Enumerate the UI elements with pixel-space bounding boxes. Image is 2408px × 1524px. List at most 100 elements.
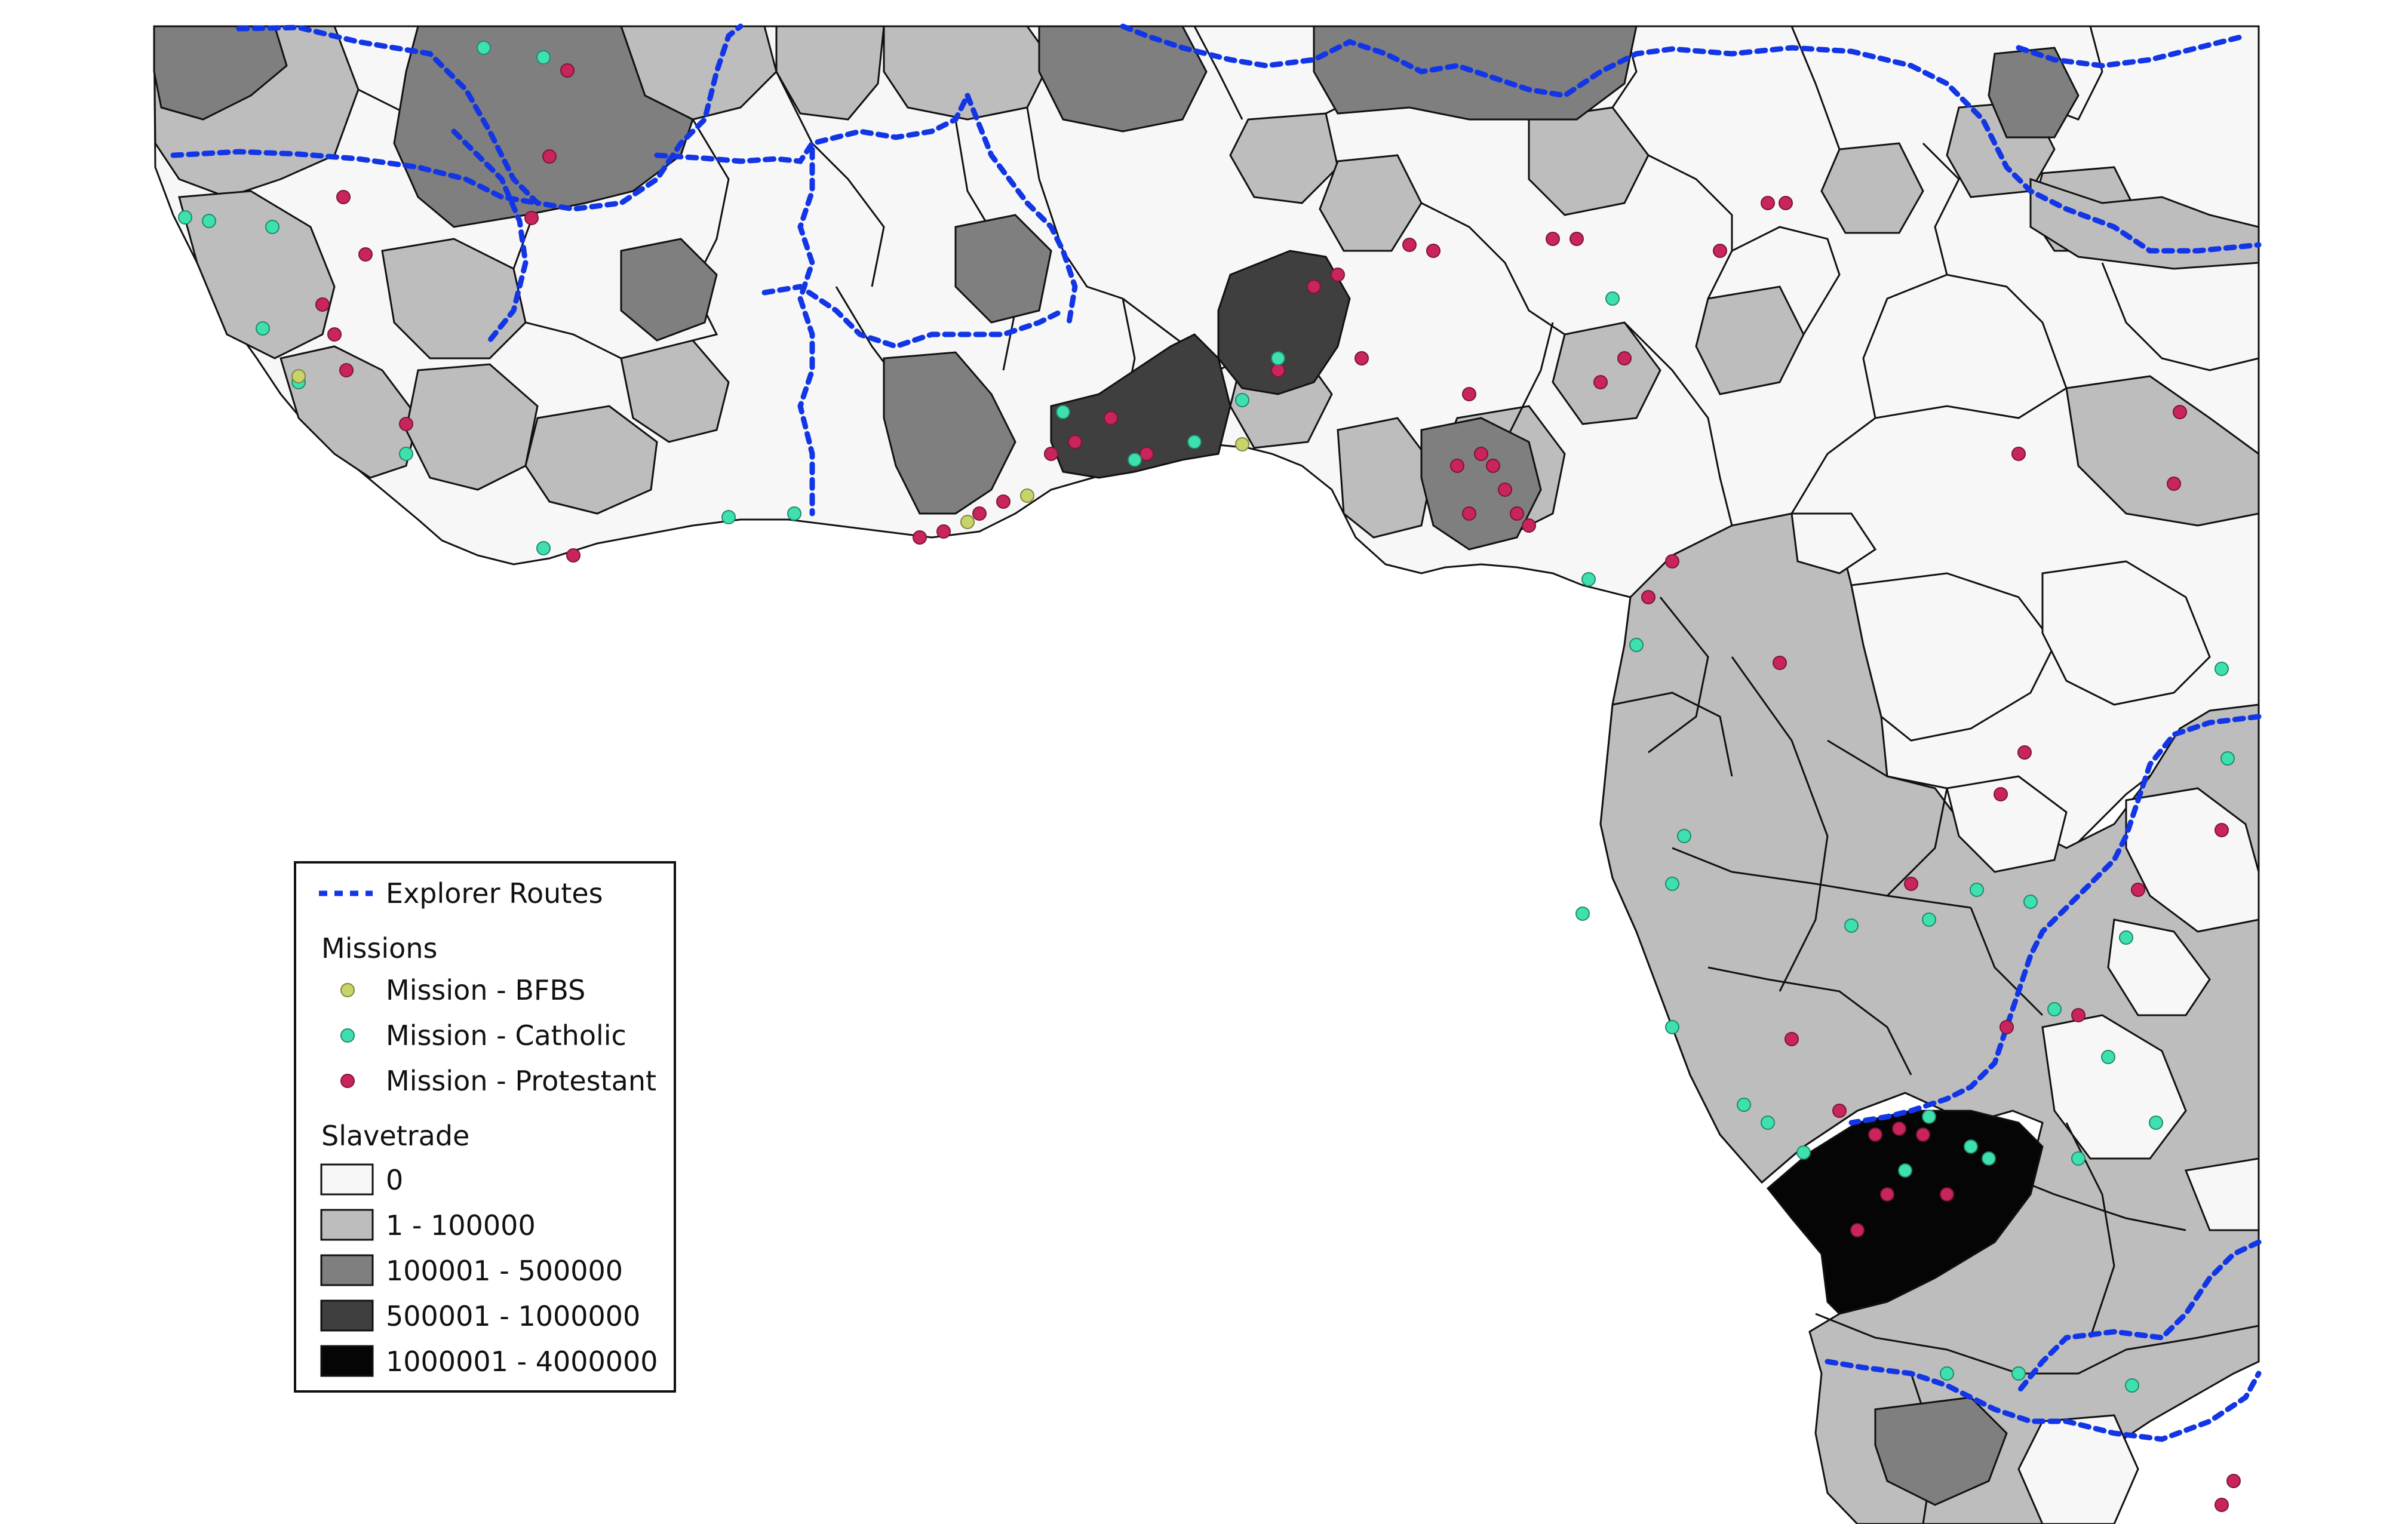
region (1790, 512, 1877, 574)
mission-protestant-marker (1546, 232, 1560, 246)
route-line (761, 284, 1066, 349)
mission-protestant-marker (1916, 1127, 1930, 1142)
mission-catholic-marker (1922, 912, 1936, 927)
mission-catholic-marker (2149, 1116, 2163, 1130)
route-line (236, 23, 744, 212)
mission-catholic-marker (2047, 1002, 2062, 1016)
mission-protestant-marker (2226, 1474, 2241, 1488)
mission-catholic-marker (1575, 907, 1590, 921)
region (405, 363, 539, 491)
legend-missions-title: Missions (321, 932, 437, 964)
mission-catholic-marker (1235, 393, 1249, 407)
mission-protestant-marker (2214, 823, 2229, 837)
legend-catholic-label: Mission - Catholic (386, 1019, 626, 1052)
mission-catholic-marker (202, 214, 216, 228)
mission-protestant-marker (1892, 1122, 1906, 1136)
mission-catholic-marker (1271, 351, 1285, 365)
mission-bfbs-marker (291, 369, 306, 383)
mission-protestant-marker (1104, 411, 1118, 425)
mission-catholic-marker (1844, 918, 1859, 933)
mission-protestant-marker (1462, 387, 1476, 401)
border (1612, 692, 1733, 777)
mission-catholic-marker (1922, 1110, 1936, 1124)
legend-bfbs-swatch (340, 983, 355, 997)
mission-catholic-marker (477, 41, 491, 55)
mission-catholic-marker (2125, 1378, 2139, 1393)
mission-catholic-marker (1665, 1020, 1679, 1034)
border (2101, 262, 2259, 371)
border (1421, 202, 1565, 336)
mission-protestant-marker (1617, 351, 1632, 365)
mission-protestant-marker (1761, 196, 1775, 210)
legend-class-0-label: 0 (386, 1164, 403, 1196)
mission-catholic-marker (787, 506, 801, 521)
region (524, 405, 658, 515)
border (1790, 387, 2067, 514)
legend-class-2-label: 100001 - 500000 (386, 1255, 623, 1287)
mission-protestant-marker (339, 363, 354, 377)
mission-protestant-marker (1498, 483, 1512, 497)
mission-catholic-marker (536, 50, 551, 64)
mission-protestant-marker (1307, 279, 1321, 294)
mission-catholic-marker (1898, 1163, 1912, 1178)
route-line (797, 146, 815, 517)
mission-catholic-marker (1665, 877, 1679, 891)
border (1886, 788, 1948, 897)
mission-protestant-marker (542, 149, 557, 164)
mission-catholic-marker (265, 220, 280, 234)
border (1731, 656, 1829, 992)
border (775, 71, 885, 287)
mission-protestant-marker (1402, 238, 1417, 252)
mission-protestant-marker (1784, 1032, 1799, 1046)
border (525, 321, 622, 360)
mission-protestant-marker (1044, 447, 1058, 461)
legend-class-1-swatch (320, 1209, 374, 1241)
region (1946, 775, 2068, 873)
border (1707, 226, 1841, 335)
region (2184, 1157, 2260, 1231)
mission-protestant-marker (1994, 787, 2008, 801)
mission-protestant-marker (560, 63, 575, 78)
legend-protestant-swatch (340, 1074, 355, 1088)
region (178, 190, 336, 360)
mission-protestant-marker (358, 247, 373, 262)
mission-protestant-marker (1641, 590, 1656, 604)
mission-protestant-marker (1868, 1127, 1882, 1142)
regions-class-0-inset (1790, 512, 2260, 1524)
mission-catholic-marker (1581, 572, 1596, 586)
mission-bfbs-marker (960, 515, 975, 529)
mission-protestant-marker (1354, 351, 1369, 365)
region (1050, 333, 1231, 479)
mission-protestant-marker (1832, 1104, 1847, 1118)
region (620, 238, 718, 342)
border (1790, 26, 1841, 150)
mission-protestant-marker (2000, 1020, 2014, 1034)
mission-catholic-marker (2101, 1050, 2115, 1064)
mission-catholic-marker (2023, 895, 2038, 909)
border (1815, 1313, 2259, 1375)
mission-protestant-marker (1510, 506, 1524, 521)
border (1648, 154, 1733, 251)
route-line (654, 93, 970, 164)
mission-protestant-marker (1486, 459, 1500, 473)
mission-protestant-marker (972, 506, 987, 521)
route-line (1825, 1359, 2262, 1442)
legend-slavetrade-title: Slavetrade (321, 1120, 469, 1152)
mission-protestant-marker (1880, 1187, 1894, 1202)
mission-protestant-marker (2011, 447, 2026, 461)
mission-protestant-marker (524, 211, 539, 225)
mission-protestant-marker (2071, 1008, 2086, 1022)
legend-protestant-label: Mission - Protestant (386, 1065, 656, 1097)
mission-protestant-marker (1271, 363, 1285, 377)
mission-protestant-marker (1665, 554, 1679, 569)
route-line (965, 93, 1078, 325)
mission-protestant-marker (913, 530, 927, 545)
region (280, 345, 419, 479)
border (1623, 321, 1733, 526)
mission-protestant-marker (1904, 877, 1918, 891)
border (1672, 847, 1971, 909)
missions-bfbs (291, 369, 1249, 529)
region (883, 351, 1016, 515)
region (1766, 1110, 2044, 1315)
